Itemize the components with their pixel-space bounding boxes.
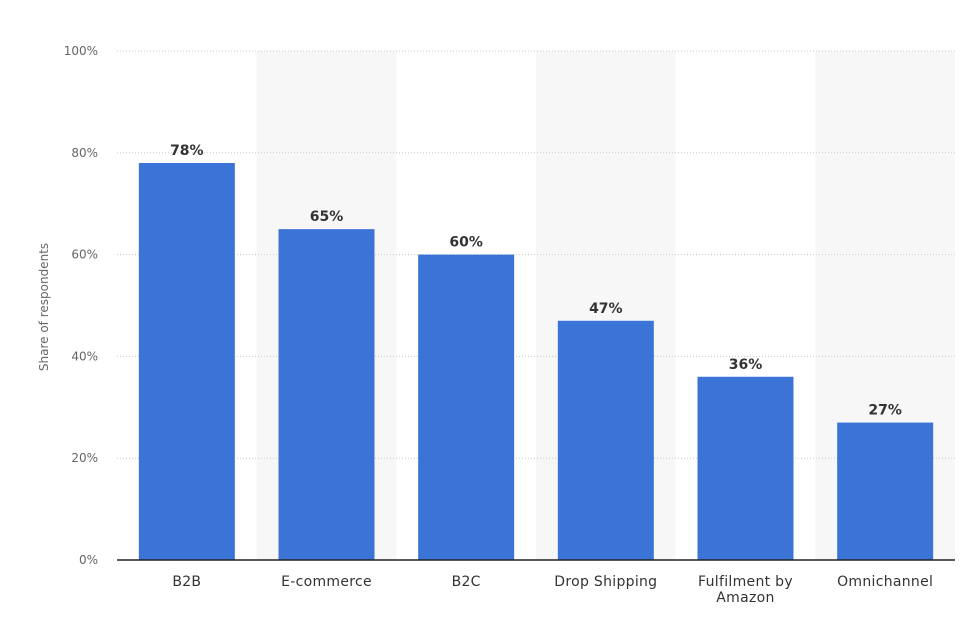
data-label: 36% [729, 357, 763, 373]
bar [557, 320, 654, 560]
bar [278, 229, 375, 560]
x-category-label: Drop Shipping [554, 574, 657, 590]
bar [837, 422, 934, 560]
y-tick-label: 80% [71, 146, 98, 160]
bars [138, 162, 934, 561]
y-tick-label: 60% [71, 248, 98, 262]
background-bands [256, 51, 955, 560]
data-label: 65% [310, 209, 344, 225]
x-category-label: B2B [172, 574, 201, 590]
y-tick-label: 20% [71, 451, 98, 465]
bar [418, 254, 515, 560]
y-tick-label: 40% [71, 349, 98, 363]
y-tick-label: 100% [64, 44, 98, 58]
x-category-label: B2C [452, 574, 481, 590]
x-category-label: Fulfilment by Amazon [698, 574, 793, 606]
data-label: 78% [170, 143, 204, 159]
data-label: 47% [589, 301, 623, 317]
y-axis-title: Share of respondents [37, 243, 51, 371]
data-label: 60% [449, 235, 483, 251]
x-category-label: Omnichannel [837, 574, 933, 590]
x-axis-category-labels: B2B E-commerce B2C Drop Shipping Fulfilment … [172, 574, 933, 606]
bar [138, 162, 235, 561]
data-labels: 78% 65% 60% 47% 36% 27% [170, 143, 902, 419]
data-label: 27% [868, 403, 902, 419]
y-tick-label: 0% [79, 553, 98, 567]
x-category-label: E-commerce [281, 574, 372, 590]
y-axis-ticks: 0% 20% 40% 60% 80% 100% [64, 44, 98, 567]
bar [697, 376, 794, 560]
